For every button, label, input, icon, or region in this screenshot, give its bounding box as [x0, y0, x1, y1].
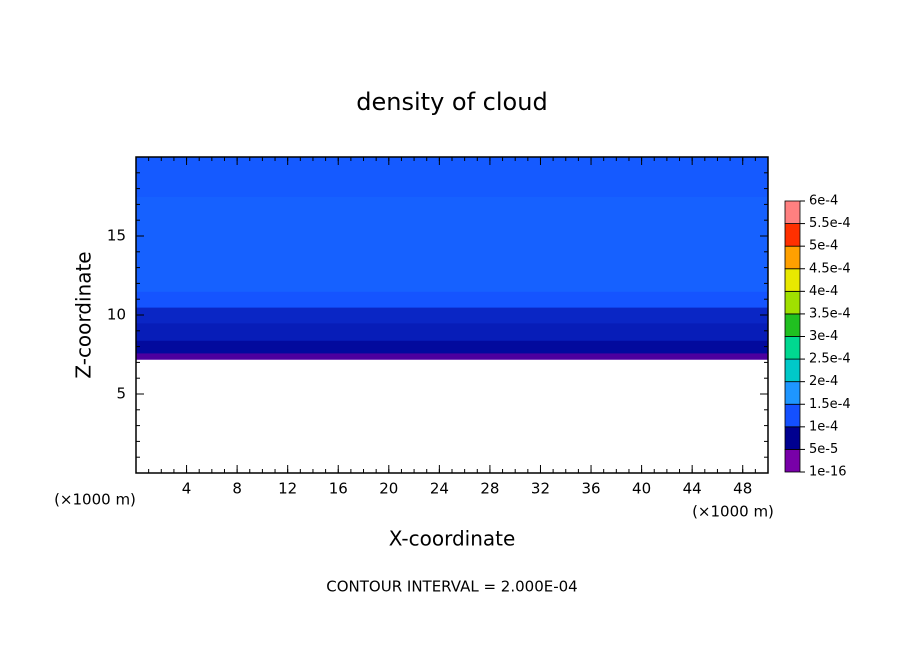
- x-tick-label: 12: [278, 480, 297, 498]
- x-tick-label: 32: [531, 480, 550, 498]
- y-tick-label: 5: [116, 385, 126, 403]
- colorbar-swatch: [784, 449, 801, 473]
- x-tick-label: 4: [182, 480, 192, 498]
- colorbar-swatch: [784, 200, 801, 224]
- x-tick-label: 48: [733, 480, 752, 498]
- colorbar-swatch: [784, 381, 801, 405]
- colorbar-label: 5e-4: [809, 239, 838, 254]
- colorbar-label: 2.5e-4: [809, 352, 851, 367]
- contour-band: [136, 322, 768, 341]
- x-tick-label: 40: [632, 480, 651, 498]
- colorbar-label: 1e-4: [809, 419, 838, 434]
- contour-band: [136, 291, 768, 308]
- x-tick-label: 36: [581, 480, 600, 498]
- x-tick-label: 24: [430, 480, 449, 498]
- x-tick-label: 20: [379, 480, 398, 498]
- colorbar-label: 3.5e-4: [809, 306, 851, 321]
- y-axis-label: Z-coordinate: [72, 251, 96, 378]
- y-tick-label: 10: [107, 306, 126, 324]
- contour-band: [136, 352, 768, 360]
- colorbar-label: 5e-5: [809, 442, 838, 457]
- chart-title: density of cloud: [356, 88, 547, 116]
- colorbar-label: 1.5e-4: [809, 397, 851, 412]
- colorbar-swatch: [784, 313, 801, 337]
- x-unit: (×1000 m): [692, 503, 774, 521]
- colorbar-label: 1e-16: [809, 465, 847, 480]
- x-axis-label: X-coordinate: [389, 527, 516, 551]
- colorbar-label: 5.5e-4: [809, 216, 851, 231]
- x-tick-label: 28: [480, 480, 499, 498]
- y-unit: (×1000 m): [54, 491, 136, 509]
- y-tick-label: 15: [107, 227, 126, 245]
- contour-band: [136, 340, 768, 354]
- contour-band: [136, 196, 768, 292]
- colorbar-swatch: [784, 290, 801, 315]
- colorbar-label: 4.5e-4: [809, 261, 851, 276]
- colorbar-swatch: [784, 358, 801, 383]
- colorbar-label: 2e-4: [809, 374, 838, 389]
- x-tick-label: 8: [232, 480, 242, 498]
- colorbar-label: 3e-4: [809, 329, 838, 344]
- colorbar-swatch: [784, 268, 801, 292]
- colorbar-label: 4e-4: [809, 284, 838, 299]
- x-tick-label: 16: [329, 480, 348, 498]
- colorbar-label: 6e-4: [809, 194, 838, 209]
- colorbar-swatch: [784, 336, 801, 360]
- contour-band: [136, 307, 768, 324]
- footer: CONTOUR INTERVAL = 2.000E-04: [326, 578, 577, 596]
- colorbar-swatch: [784, 245, 801, 270]
- x-tick-label: 44: [683, 480, 702, 498]
- colorbar-swatch: [784, 403, 801, 428]
- colorbar-swatch: [784, 223, 801, 247]
- colorbar-swatch: [784, 426, 801, 450]
- contour-band: [136, 157, 768, 197]
